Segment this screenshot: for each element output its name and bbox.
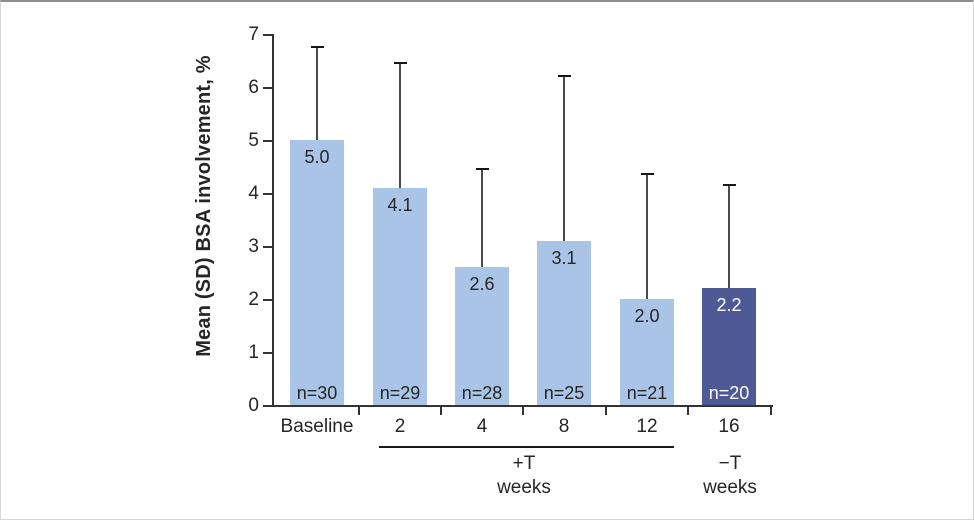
y-tick-label: 6 <box>248 77 259 98</box>
x-tick <box>769 407 772 415</box>
error-whisker-cap <box>722 184 736 187</box>
error-whisker-cap <box>475 168 489 171</box>
error-whisker <box>316 47 318 140</box>
y-tick-label: 4 <box>248 183 259 204</box>
y-tick <box>263 352 272 354</box>
y-tick-label: 0 <box>248 395 259 416</box>
bar-value-label: 5.0 <box>304 147 330 167</box>
y-axis-line <box>272 34 274 407</box>
plus-t-group-label: +T weeks <box>444 452 604 500</box>
bar-n-label: n=21 <box>626 383 668 403</box>
error-whisker-cap <box>640 173 654 176</box>
y-tick <box>263 405 272 407</box>
error-whisker-cap <box>310 46 324 49</box>
bar-n-label: n=25 <box>543 383 585 403</box>
error-whisker <box>481 169 483 268</box>
x-category-label: 12 <box>636 416 658 437</box>
error-whisker-cap <box>557 75 571 78</box>
x-category-label: 2 <box>394 416 406 437</box>
plus-t-group-label-line1: +T <box>512 453 536 474</box>
x-axis-line <box>272 405 773 407</box>
minus-t-group-label: −T weeks <box>650 452 810 500</box>
y-tick <box>263 140 272 142</box>
x-category-label: 4 <box>476 416 488 437</box>
bar-n-label: n=20 <box>708 383 750 403</box>
error-whisker <box>399 63 401 188</box>
bar-value-label: 2.2 <box>716 295 742 316</box>
bar-n-label: n=29 <box>379 383 421 403</box>
bar <box>290 140 344 405</box>
bar <box>455 267 509 405</box>
minus-t-group-label-line2: weeks <box>703 477 757 498</box>
y-tick <box>263 246 272 248</box>
error-whisker-cap <box>393 62 407 65</box>
bar-value-label: 3.1 <box>551 247 577 268</box>
plus-t-group-label-line2: weeks <box>497 477 551 498</box>
y-tick-label: 3 <box>248 236 259 257</box>
y-tick <box>263 299 272 301</box>
y-tick-label: 7 <box>248 24 259 45</box>
x-tick <box>604 407 607 415</box>
minus-t-group-label-line1: −T <box>718 453 742 474</box>
bar <box>620 299 674 405</box>
plus-t-group-underline <box>379 446 674 448</box>
bar-n-label: n=30 <box>296 383 338 403</box>
bar <box>702 288 756 405</box>
x-tick <box>522 407 524 415</box>
bar-n-label: n=28 <box>461 383 503 403</box>
error-whisker <box>563 76 565 241</box>
y-tick <box>263 34 272 36</box>
bar-value-label: 2.0 <box>634 306 660 326</box>
x-tick <box>687 407 689 415</box>
x-tick <box>357 407 360 415</box>
y-tick <box>263 87 272 89</box>
bar <box>373 187 427 405</box>
bar-value-label: 2.6 <box>469 274 495 295</box>
x-category-label: Baseline <box>280 416 354 437</box>
y-tick-label: 1 <box>248 342 259 363</box>
x-category-label: 16 <box>718 416 740 437</box>
y-tick-label: 2 <box>248 289 259 310</box>
error-whisker <box>646 174 648 299</box>
error-whisker <box>728 185 730 289</box>
y-tick <box>263 193 272 195</box>
x-category-label: 8 <box>558 416 570 437</box>
x-tick <box>440 407 442 415</box>
bar-value-label: 4.1 <box>387 194 413 215</box>
bar <box>537 240 591 405</box>
y-tick-label: 5 <box>248 130 259 151</box>
